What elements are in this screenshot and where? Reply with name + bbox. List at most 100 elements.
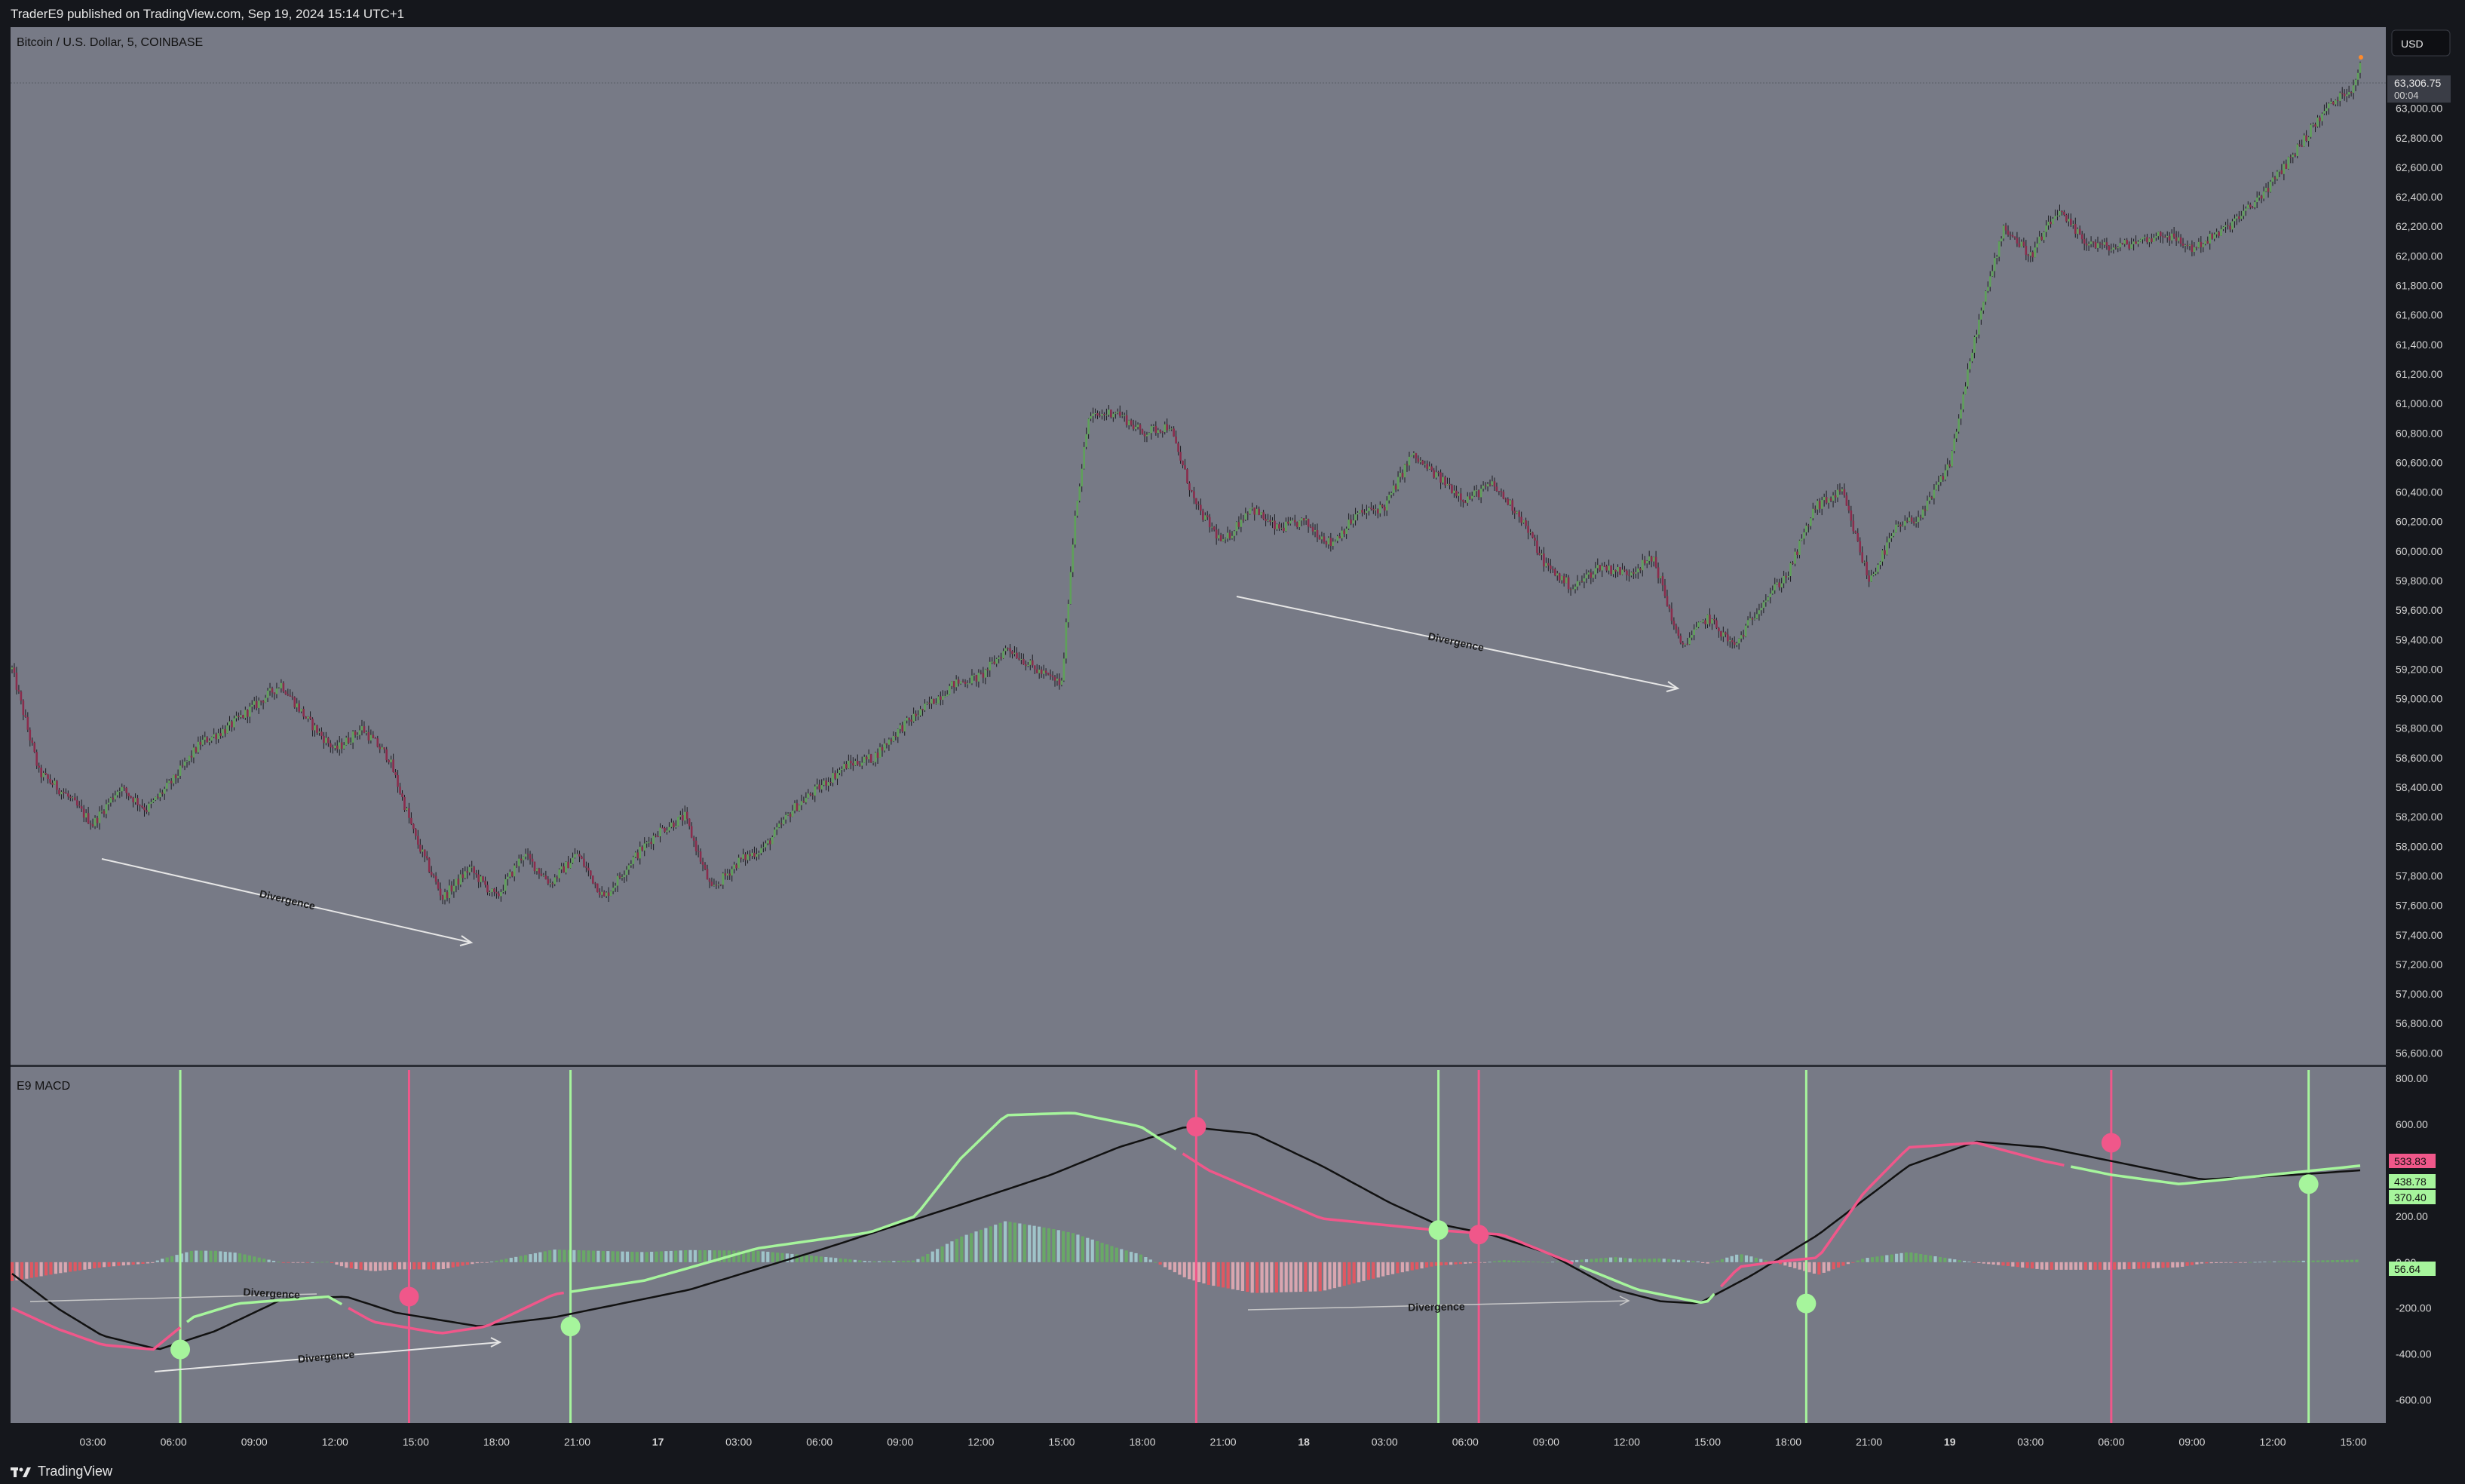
candle-body (1298, 520, 1301, 528)
candle-body (1917, 517, 1920, 523)
candle-body (495, 891, 498, 894)
divergence-annotation-5[interactable]: Divergence (1247, 1295, 1630, 1314)
candle-body (1479, 489, 1482, 498)
candle (2347, 85, 2350, 99)
candle-body (1112, 413, 1114, 418)
divergence-annotation-3[interactable]: Divergence (29, 1286, 317, 1302)
histogram-bar (1090, 1239, 1094, 1262)
histogram-bar (2147, 1262, 2151, 1269)
candle (1630, 571, 1633, 578)
candle-body (2022, 241, 2025, 247)
histogram-bar (1342, 1262, 1346, 1286)
candle (1594, 562, 1597, 579)
candle-body (277, 688, 281, 689)
candle-body (206, 737, 209, 743)
candle (1825, 490, 1828, 504)
histogram-bar (39, 1262, 43, 1277)
histogram-bar (1468, 1262, 1472, 1264)
candle-body (1787, 576, 1789, 578)
candle (1439, 469, 1442, 489)
candle (733, 861, 735, 874)
tradingview-logo[interactable]: TradingView (11, 1464, 112, 1479)
candle-body (1184, 465, 1186, 470)
candle (1762, 600, 1765, 614)
candle (1534, 535, 1536, 547)
candle-body (2163, 237, 2166, 238)
candle (1798, 539, 1801, 559)
candle-body (1684, 643, 1687, 645)
candle (1078, 483, 1081, 503)
candle-body (1325, 541, 1328, 545)
candle (2059, 204, 2061, 217)
candle (1127, 419, 1130, 430)
histogram-bar (669, 1250, 673, 1262)
time-axis-label: 09:00 (241, 1436, 268, 1448)
candle (737, 854, 740, 869)
candle (309, 711, 311, 720)
candle-body (1345, 529, 1347, 535)
candle-body (1370, 507, 1372, 509)
candle-body (54, 780, 56, 785)
candle (1085, 428, 1087, 449)
time-axis[interactable]: 03:00 06:00 09:00 12:00 15:00 18:00 21:00 17 03:… (80, 1436, 2367, 1448)
candle-body (881, 747, 884, 751)
histogram-bar (339, 1262, 344, 1267)
candle (1693, 624, 1695, 641)
candle (1343, 528, 1345, 538)
candle-body (1200, 504, 1202, 511)
currency-button[interactable]: USD (2391, 29, 2451, 57)
time-axis-panel[interactable] (0, 1423, 2465, 1458)
histogram-bar (233, 1253, 237, 1262)
histogram-bar (1754, 1257, 1758, 1262)
candle (421, 845, 424, 857)
price-pane[interactable] (11, 27, 2386, 1065)
candle (2278, 170, 2281, 177)
candle-body (966, 683, 969, 685)
candle-body (2262, 191, 2265, 199)
candle-body (374, 737, 377, 739)
candle (786, 812, 789, 816)
histogram-bar (253, 1256, 256, 1262)
candle (2246, 201, 2249, 209)
candle-body (91, 824, 94, 826)
candle (33, 741, 36, 753)
candle-body (1051, 676, 1054, 678)
candle (1903, 515, 1906, 531)
candle-body (235, 716, 238, 719)
price-axis[interactable]: 63,400.0063,200.0063,000.0062,800.0062,6… (2396, 43, 2442, 1059)
candle-body (2151, 238, 2153, 242)
candle-body (455, 878, 458, 886)
candle-body (1403, 464, 1406, 478)
symbol-title[interactable]: Bitcoin / U.S. Dollar, 5, COINBASE (17, 36, 203, 49)
indicator-title[interactable]: E9 MACD (17, 1080, 70, 1093)
histogram-bar (1652, 1259, 1657, 1262)
candle-body (2038, 236, 2040, 244)
histogram-bar (1890, 1254, 1893, 1262)
candle (549, 878, 552, 888)
candle (428, 857, 431, 873)
histogram-bar (165, 1257, 169, 1262)
histogram-bar (1188, 1262, 1191, 1280)
histogram-bar (1410, 1262, 1414, 1271)
candle (780, 817, 783, 829)
histogram-bar (679, 1250, 682, 1262)
histogram-bar (538, 1252, 542, 1262)
histogram-bar (2059, 1262, 2063, 1270)
candle (65, 788, 67, 794)
candle-body (1962, 394, 1964, 410)
histogram-bar (1114, 1247, 1118, 1262)
macd-axis[interactable]: 800.00600.00200.000.00-200.00-400.00-600… (2396, 1072, 2432, 1406)
buy-cross-dot (1428, 1220, 1449, 1240)
candle (325, 731, 327, 746)
candle-body (1363, 512, 1366, 514)
chart-area[interactable]: Divergence Divergence Divergence Diverge… (0, 27, 2465, 1458)
candle (1255, 505, 1258, 515)
histogram-bar (93, 1262, 97, 1269)
candle-body (1693, 629, 1695, 636)
candle (1334, 539, 1337, 543)
candle-body (1470, 495, 1473, 499)
candle-body (1558, 573, 1561, 581)
chart-svg[interactable]: Divergence Divergence Divergence Diverge… (0, 27, 2465, 1458)
divergence-annotation-4[interactable]: Divergence (154, 1337, 502, 1372)
candle-body (565, 861, 567, 873)
